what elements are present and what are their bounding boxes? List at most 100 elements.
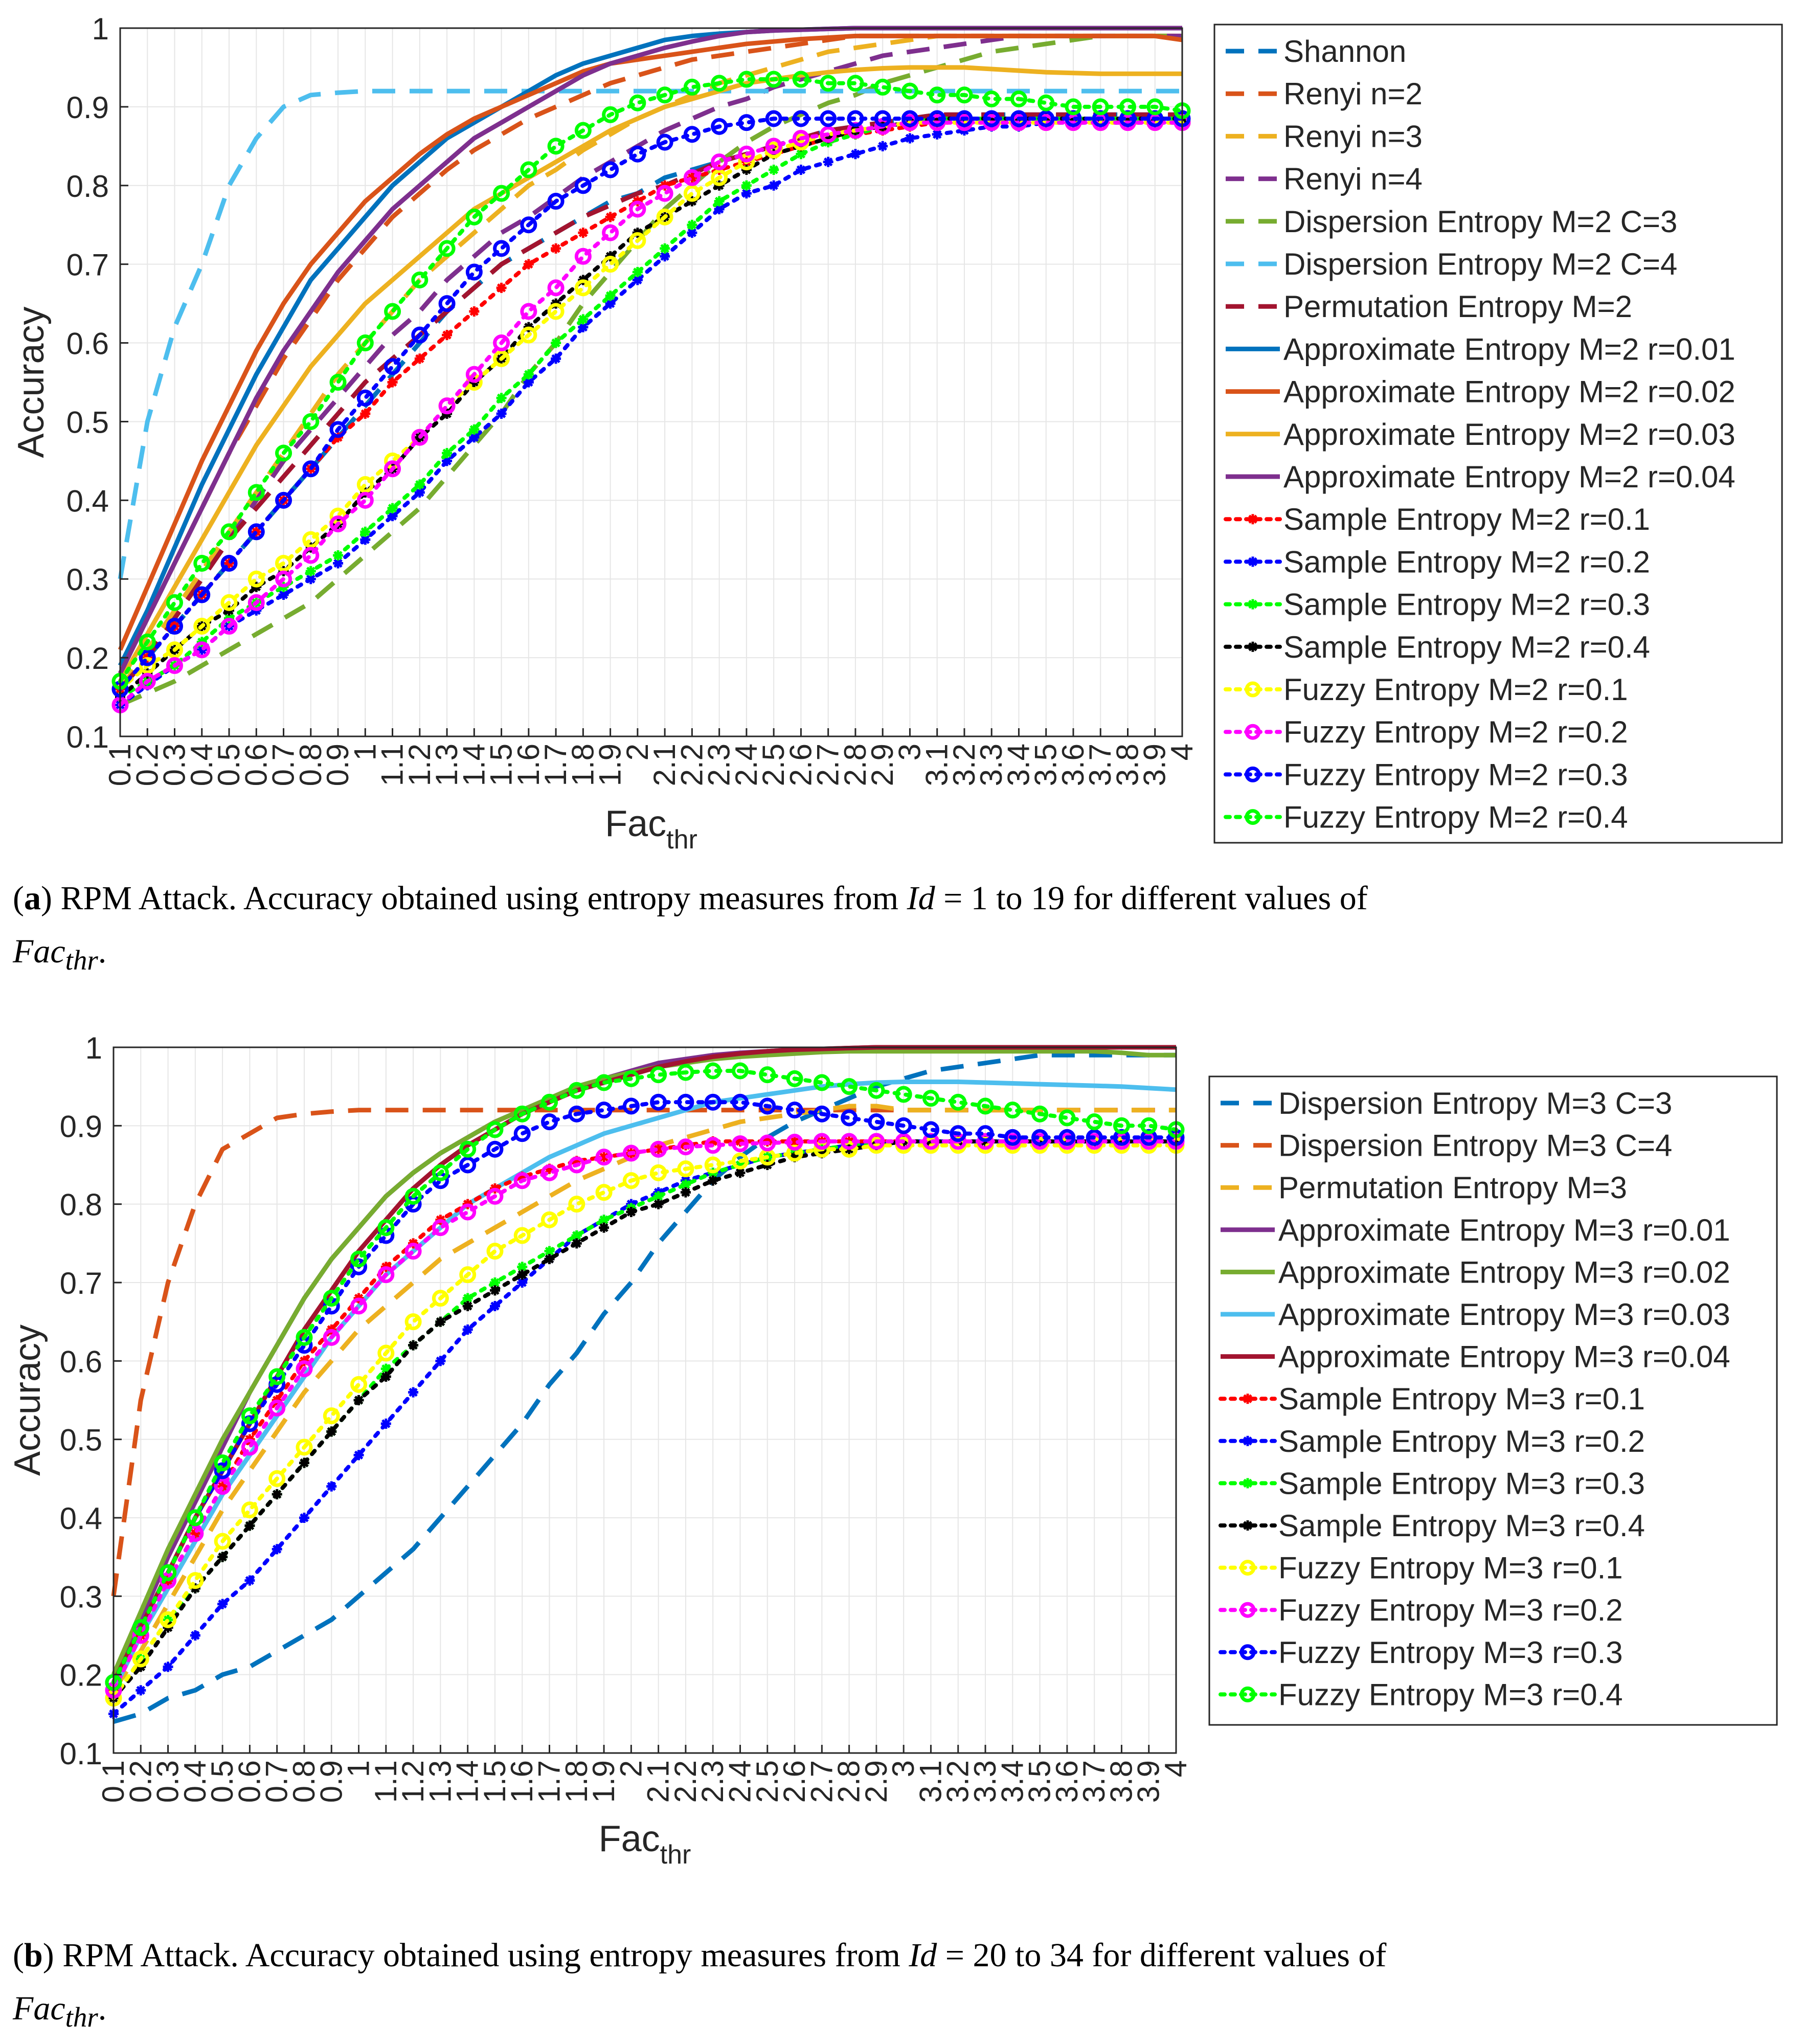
data-point <box>983 110 1000 127</box>
data-point <box>605 212 616 222</box>
data-point <box>380 1419 391 1429</box>
data-point <box>895 1117 912 1134</box>
x-tick-label: 3.8 <box>1110 744 1144 786</box>
data-point <box>247 570 265 588</box>
x-tick-label: 2.9 <box>859 1760 893 1803</box>
data-point <box>602 256 619 273</box>
data-point <box>571 1230 582 1241</box>
data-point <box>329 374 347 391</box>
data-point <box>759 1097 776 1115</box>
data-point <box>932 129 942 140</box>
data-point <box>874 78 891 96</box>
data-point <box>650 1140 667 1158</box>
data-point <box>1010 91 1027 107</box>
x-tick-label: 3.5 <box>1029 744 1063 786</box>
data-point <box>629 200 646 218</box>
chart-panel-b: 0.10.20.30.40.50.60.70.80.910.10.20.30.4… <box>7 1031 1778 1870</box>
data-point <box>841 1140 858 1158</box>
data-point <box>1086 1113 1103 1131</box>
data-point <box>486 1243 504 1260</box>
data-point <box>551 353 561 364</box>
data-point <box>356 476 374 493</box>
data-point <box>708 1136 718 1147</box>
y-tick-label: 0.7 <box>60 1266 102 1300</box>
data-point <box>356 389 374 407</box>
data-point <box>847 75 864 92</box>
data-point <box>656 133 673 151</box>
data-point <box>353 1450 364 1461</box>
data-point <box>731 1093 749 1111</box>
data-point <box>244 1520 255 1531</box>
legend-label: Dispersion Entropy M=3 C=4 <box>1278 1129 1672 1163</box>
caption-a: (a) RPM Attack. Accuracy obtained using … <box>13 880 1368 976</box>
x-tick-label: 2.1 <box>641 1760 675 1803</box>
data-point <box>653 1191 664 1202</box>
data-point <box>986 113 997 124</box>
data-point <box>356 491 374 509</box>
data-point <box>489 1277 500 1288</box>
data-point <box>677 1093 694 1111</box>
data-point <box>711 75 728 92</box>
data-point <box>462 1324 473 1335</box>
y-tick-label: 0.2 <box>60 1658 102 1693</box>
data-point <box>493 334 510 352</box>
legend-label: Fuzzy Entropy M=2 r=0.1 <box>1283 672 1628 707</box>
y-tick-label: 0.2 <box>66 641 109 676</box>
series-line <box>111 1139 1178 1693</box>
data-point <box>1038 110 1055 127</box>
data-point <box>735 1136 746 1147</box>
data-point <box>360 409 371 419</box>
data-point <box>687 172 697 183</box>
data-point <box>414 487 425 498</box>
legend-marker <box>1245 809 1261 825</box>
series-9 <box>118 65 1182 683</box>
y-tick-label: 0.9 <box>60 1109 102 1143</box>
x-tick-label: 2.8 <box>832 1760 866 1803</box>
data-point <box>356 334 374 352</box>
data-point <box>731 1152 749 1170</box>
data-point <box>387 511 398 522</box>
data-point <box>496 282 507 293</box>
data-point <box>224 558 235 569</box>
data-point <box>547 138 565 155</box>
data-point <box>247 523 265 541</box>
x-tick-label: 2.1 <box>647 744 682 786</box>
x-tick-label: 3.7 <box>1083 744 1117 786</box>
series-8 <box>118 33 1183 651</box>
series-line <box>112 1052 1176 1724</box>
data-point <box>622 1070 640 1087</box>
data-point <box>305 574 316 585</box>
data-point <box>432 1290 449 1307</box>
data-point <box>680 1179 691 1190</box>
data-point <box>541 1113 558 1131</box>
data-point <box>602 224 619 241</box>
data-point <box>1140 1117 1158 1134</box>
data-point <box>544 1246 555 1256</box>
legend: Dispersion Entropy M=3 C=3 Dispersion Ent… <box>1208 1075 1778 1726</box>
legend-label: Dispersion Entropy M=2 C=4 <box>1283 247 1677 281</box>
data-point <box>605 298 616 309</box>
x-tick-label: 1.5 <box>484 744 518 786</box>
data-point <box>790 1136 800 1147</box>
data-point <box>377 1266 395 1284</box>
data-point <box>489 1301 500 1311</box>
data-point <box>302 460 320 478</box>
data-point <box>326 1481 337 1492</box>
data-point <box>414 353 425 364</box>
data-point <box>868 1133 885 1150</box>
caption-label: b <box>24 1937 43 1974</box>
data-point <box>329 421 347 438</box>
data-point <box>765 71 782 88</box>
data-point <box>738 145 755 163</box>
data-point <box>929 110 946 127</box>
data-point <box>599 1222 610 1233</box>
data-point <box>384 358 401 375</box>
data-point <box>513 1105 531 1122</box>
legend-label: Fuzzy Entropy M=3 r=0.4 <box>1278 1677 1623 1712</box>
data-point <box>820 110 837 127</box>
data-point <box>323 1290 340 1307</box>
series-line <box>118 65 1182 683</box>
data-point <box>956 110 973 127</box>
data-point <box>404 1243 422 1260</box>
data-point <box>820 126 837 143</box>
